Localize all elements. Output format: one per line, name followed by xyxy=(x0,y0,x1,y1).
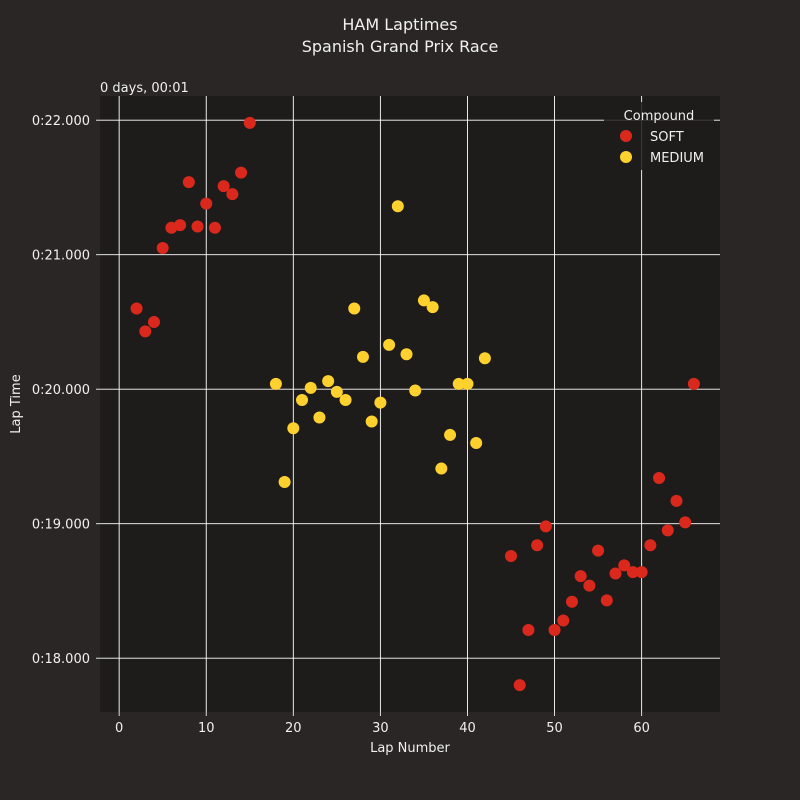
data-point-soft xyxy=(182,176,195,189)
legend: Compound SOFT MEDIUM xyxy=(604,102,714,170)
legend-label-medium: MEDIUM xyxy=(650,151,704,166)
legend-title: Compound xyxy=(624,109,695,124)
y-axis-offset-label: 0 days, 00:01 xyxy=(100,81,189,96)
data-point-soft xyxy=(548,623,561,636)
legend-label-soft: SOFT xyxy=(650,130,684,145)
data-point-soft xyxy=(557,614,570,627)
data-point-soft xyxy=(600,594,613,607)
data-point-soft xyxy=(583,579,596,592)
chart-subtitle: Spanish Grand Prix Race xyxy=(302,37,499,56)
x-tick-label: 40 xyxy=(459,721,476,736)
data-point-soft xyxy=(235,166,248,179)
data-point-medium xyxy=(391,200,404,213)
data-point-soft xyxy=(531,539,544,552)
data-point-medium xyxy=(426,301,439,314)
data-point-medium xyxy=(365,415,378,428)
data-point-soft xyxy=(635,566,648,579)
data-point-soft xyxy=(539,520,552,533)
data-point-medium xyxy=(478,352,491,365)
data-point-medium xyxy=(383,338,396,351)
y-tick-label: 0:22.000 xyxy=(32,114,90,129)
data-point-medium xyxy=(435,462,448,475)
legend-marker-soft xyxy=(620,130,632,142)
data-point-medium xyxy=(304,381,317,394)
data-point-soft xyxy=(626,566,639,579)
data-point-soft xyxy=(618,559,631,572)
y-axis-label: Lap Time xyxy=(9,374,24,433)
data-point-soft xyxy=(661,524,674,537)
data-point-medium xyxy=(269,377,282,390)
data-point-medium xyxy=(470,437,483,450)
chart-title: HAM Laptimes xyxy=(342,15,457,34)
data-point-soft xyxy=(174,219,187,232)
data-point-medium xyxy=(461,377,474,390)
data-point-medium xyxy=(452,377,465,390)
data-point-soft xyxy=(226,188,239,201)
data-point-medium xyxy=(330,385,343,398)
axis-ticks: 0 10 20 30 40 50 60 0:18.000 0:19.000 0:20.000 0:2… xyxy=(32,114,650,736)
x-tick-label: 20 xyxy=(285,721,302,736)
y-tick-label: 0:19.000 xyxy=(32,518,90,533)
data-point-medium xyxy=(278,476,291,489)
series-soft xyxy=(130,116,700,692)
y-tick-label: 0:20.000 xyxy=(32,383,90,398)
data-point-soft xyxy=(200,197,213,210)
data-point-medium xyxy=(400,348,413,361)
y-tick-label: 0:21.000 xyxy=(32,249,90,264)
data-point-medium xyxy=(444,428,457,441)
data-point-medium xyxy=(374,396,387,409)
data-point-soft xyxy=(679,516,692,529)
data-point-soft xyxy=(565,595,578,608)
legend-entries: SOFT MEDIUM xyxy=(620,130,704,166)
data-point-soft xyxy=(130,302,143,315)
data-point-medium xyxy=(409,384,422,397)
data-point-medium xyxy=(296,393,309,406)
data-point-soft xyxy=(217,180,230,193)
data-point-soft xyxy=(609,567,622,580)
data-point-medium xyxy=(287,422,300,435)
data-point-soft xyxy=(243,116,256,129)
data-points xyxy=(130,116,700,692)
data-point-medium xyxy=(322,375,335,388)
plot-area xyxy=(100,96,720,712)
data-point-soft xyxy=(592,544,605,557)
y-tick-label: 0:18.000 xyxy=(32,652,90,667)
data-point-medium xyxy=(417,294,430,307)
data-point-soft xyxy=(574,570,587,583)
data-point-soft xyxy=(653,471,666,484)
data-point-soft xyxy=(139,325,152,338)
data-point-soft xyxy=(147,315,160,328)
x-tick-label: 0 xyxy=(115,721,123,736)
data-point-medium xyxy=(339,393,352,406)
data-point-soft xyxy=(644,539,657,552)
data-point-medium xyxy=(348,302,361,315)
data-point-medium xyxy=(356,350,369,363)
x-tick-label: 60 xyxy=(633,721,650,736)
data-point-soft xyxy=(670,494,683,507)
data-point-soft xyxy=(191,220,204,233)
legend-marker-medium xyxy=(620,151,632,163)
x-tick-label: 10 xyxy=(198,721,215,736)
data-point-soft xyxy=(687,377,700,390)
data-point-soft xyxy=(513,679,526,692)
x-tick-label: 50 xyxy=(546,721,563,736)
data-point-soft xyxy=(208,221,221,234)
data-point-soft xyxy=(505,549,518,562)
x-tick-label: 30 xyxy=(372,721,389,736)
data-point-soft xyxy=(522,623,535,636)
x-axis-label: Lap Number xyxy=(370,741,450,756)
data-point-soft xyxy=(156,241,169,254)
series-medium xyxy=(269,200,491,489)
data-point-medium xyxy=(313,411,326,424)
